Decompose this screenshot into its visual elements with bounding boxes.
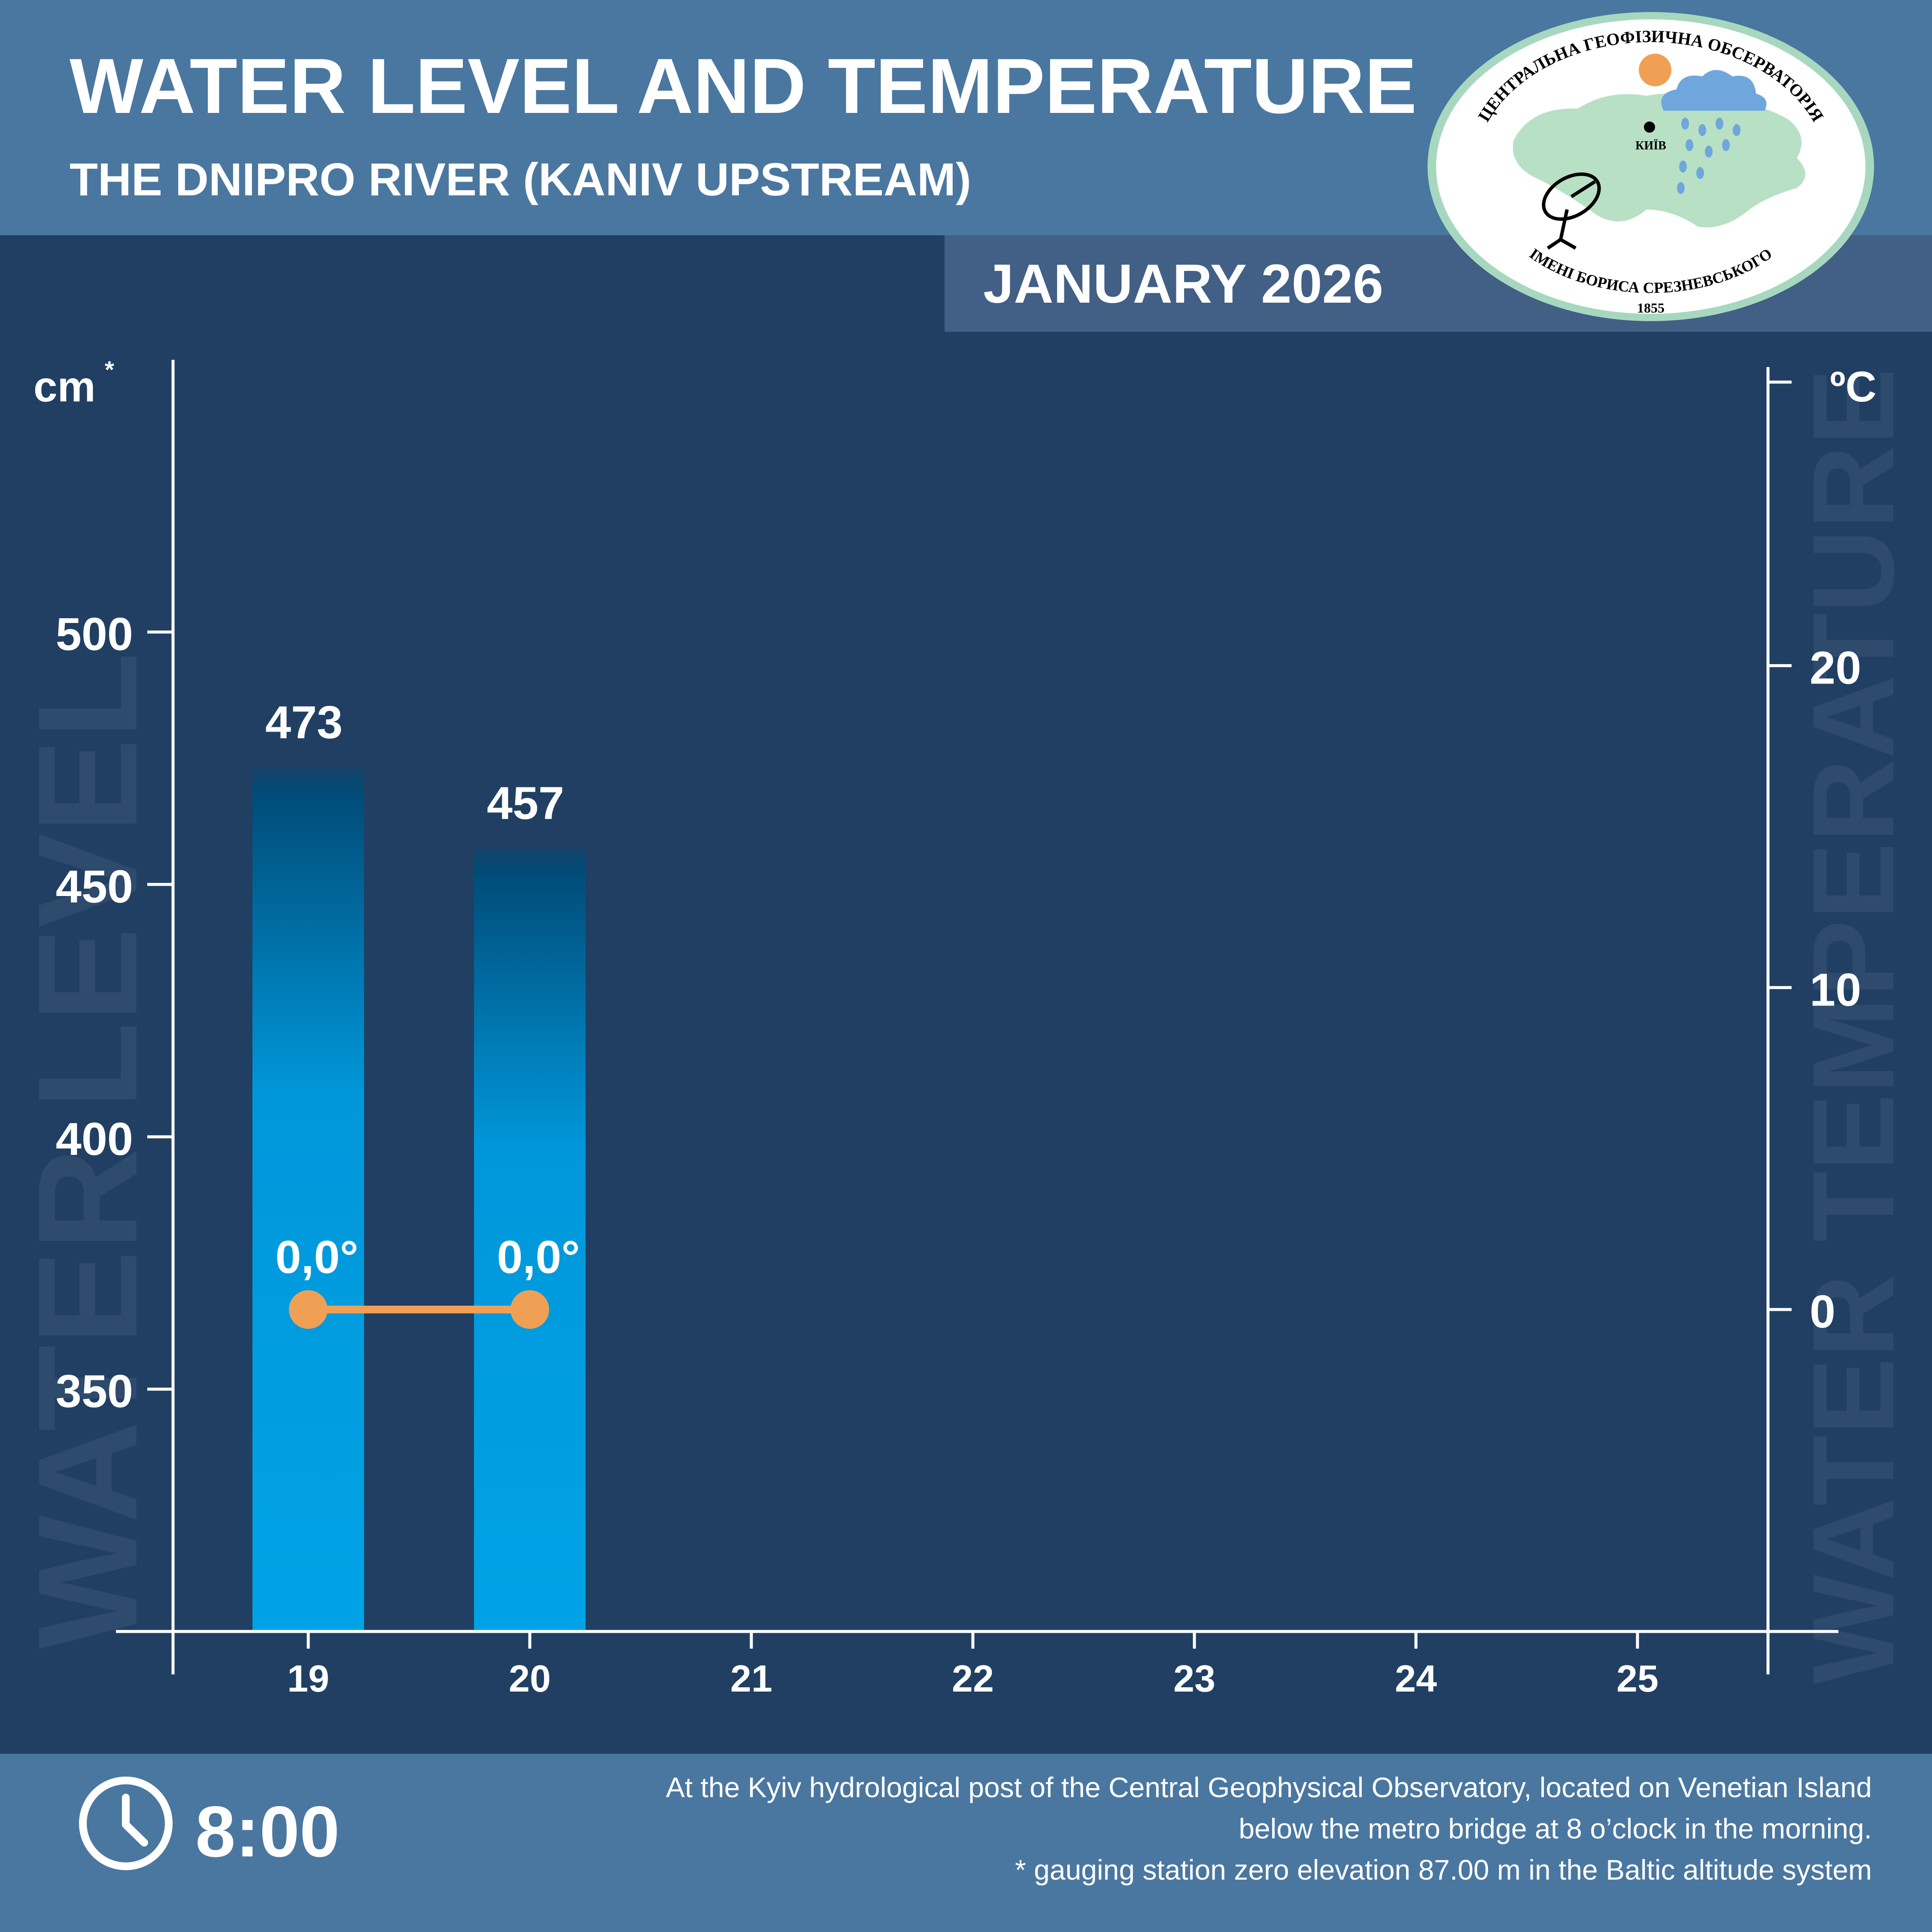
right-axis-tick-label: 0 [1810, 1285, 1835, 1337]
footnote: At the Kyiv hydrological post of the Cen… [498, 1767, 1872, 1890]
footnote-line: below the metro bridge at 8 o’clock in t… [1239, 1813, 1872, 1844]
x-axis-tick-label: 21 [730, 1657, 772, 1700]
level-data-label: 457 [487, 777, 564, 829]
left-axis-tick-label: 450 [56, 860, 133, 912]
right-axis-unit: ºC [1830, 363, 1877, 411]
level-bar [252, 768, 364, 1631]
temperature-point [289, 1290, 328, 1329]
left-axis-tick-label: 350 [56, 1365, 133, 1417]
right-axis-tick-label: 10 [1810, 963, 1861, 1015]
left-axis-tick-label: 500 [56, 608, 133, 660]
left-axis-unit-mark: * [105, 356, 114, 383]
temperature-point [510, 1290, 549, 1329]
kyiv-label: КИЇВ [1635, 139, 1666, 152]
observation-time: 8:00 [195, 1791, 340, 1872]
chart-area: WATER LEVEL WATER TEMPERATURE 473 457 350 400… [8, 356, 1918, 1700]
left-axis-unit: cm [33, 363, 96, 411]
footnote-line: At the Kyiv hydrological post of the Cen… [665, 1771, 1872, 1803]
ukraine-map-icon [1513, 93, 1805, 228]
month-label: JANUARY 2026 [983, 253, 1383, 315]
x-axis-tick-label: 19 [287, 1657, 329, 1700]
cloud-icon [1661, 70, 1767, 111]
x-axis-tick-label: 23 [1173, 1657, 1215, 1700]
clock-icon [79, 1777, 173, 1870]
right-axis-tick-label: 20 [1810, 641, 1861, 693]
x-axis-tick-label: 22 [952, 1657, 994, 1700]
logo-year: 1855 [1637, 300, 1665, 316]
right-axis-watermark: WATER TEMPERATURE [1789, 368, 1918, 1684]
satellite-dish-icon [1542, 172, 1601, 250]
level-bar [474, 849, 586, 1631]
footer-band [0, 1754, 1932, 1932]
x-axis-tick-label: 20 [509, 1657, 551, 1700]
rain-drops-icon [1677, 118, 1741, 194]
page-subtitle: THE DNIPRO RIVER (KANIV UPSTREAM) [70, 153, 972, 205]
x-axis-tick-label: 25 [1616, 1657, 1659, 1700]
left-axis-tick-label: 400 [56, 1113, 133, 1165]
x-axis-tick-label: 24 [1395, 1657, 1437, 1700]
temperature-data-label: 0,0° [275, 1231, 358, 1283]
page-title: WATER LEVEL AND TEMPERATURE [70, 42, 1417, 130]
sun-icon [1639, 54, 1671, 86]
temperature-data-label: 0,0° [497, 1231, 580, 1283]
observatory-logo: КИЇВ ЦЕНТРАЛЬНА ГЕОФІЗИЧНА ОБСЕРВАТОРІЯ … [1428, 12, 1874, 321]
footnote-line: * gauging station zero elevation 87.00 m… [1015, 1854, 1872, 1886]
kyiv-dot [1644, 122, 1655, 133]
level-data-label: 473 [265, 696, 343, 748]
left-axis-watermark: WATER LEVEL [8, 652, 167, 1649]
